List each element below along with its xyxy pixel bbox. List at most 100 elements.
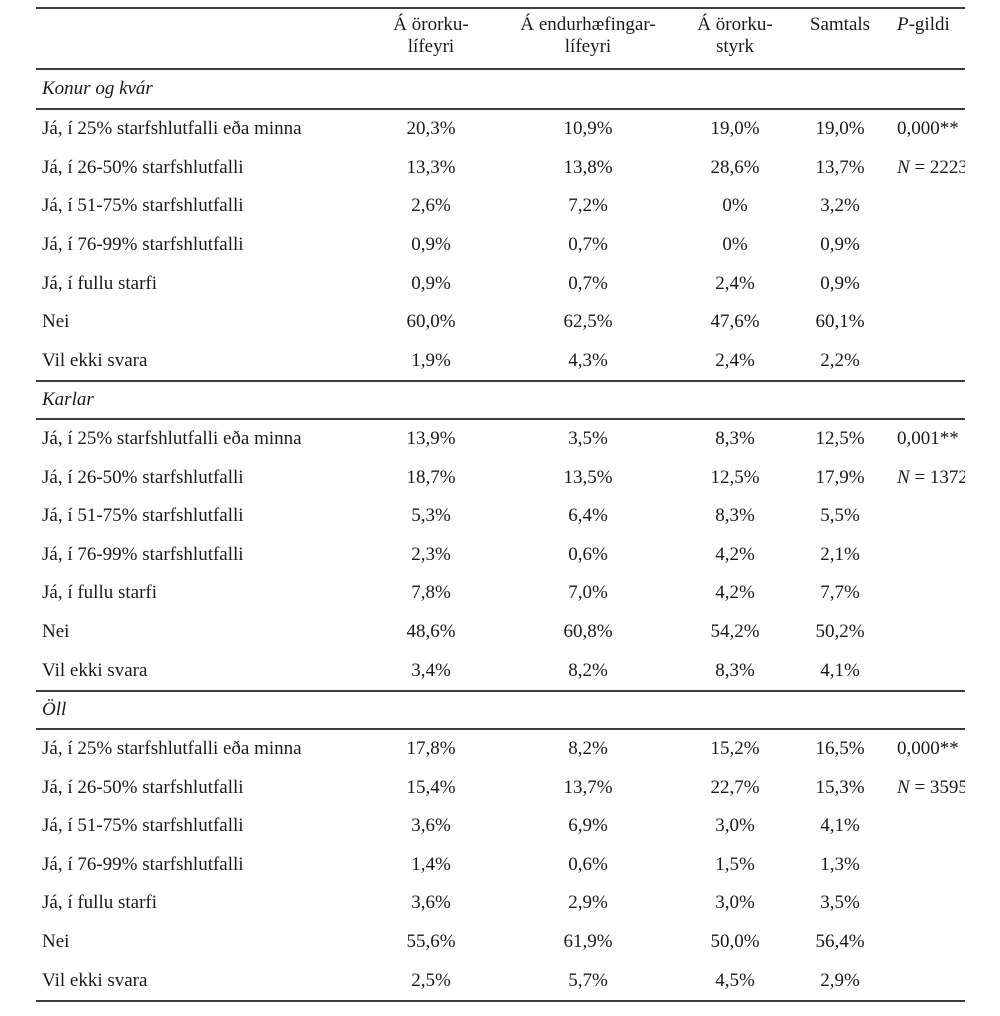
- table-row: Nei 55,6% 61,9% 50,0% 56,4%: [36, 923, 965, 962]
- cell-ororkustyrk: 3,0%: [715, 815, 755, 837]
- table-row: Vil ekki svara 3,4% 8,2% 8,3% 4,1%: [36, 651, 965, 690]
- cell-endurhaefingarlifeyri: 7,0%: [568, 582, 608, 604]
- row-label: Já, í fullu starfi: [42, 892, 158, 914]
- cell-ororkustyrk: 4,2%: [715, 543, 755, 565]
- column-header-line: Á örorku-: [697, 14, 773, 35]
- row-label: Já, í 51-75% starfshlutfalli: [42, 505, 244, 527]
- cell-ororkustyrk: 0%: [722, 233, 748, 255]
- cell-ororkulifeyri: 13,3%: [406, 156, 456, 178]
- cell-ororkustyrk: 2,4%: [715, 272, 755, 294]
- cell-ororkustyrk: 4,2%: [715, 582, 755, 604]
- cell-samtals: 4,1%: [820, 659, 860, 681]
- cell-pgildi: N = 2223: [897, 156, 965, 178]
- section-title: Öll: [36, 689, 965, 730]
- cell-endurhaefingarlifeyri: 6,9%: [568, 815, 608, 837]
- row-label: Vil ekki svara: [42, 349, 148, 371]
- cell-samtals: 12,5%: [815, 428, 865, 450]
- p-symbol: P: [897, 14, 909, 35]
- table-header-row: Á örorku- lífeyri Á endurhæfingar- lífey…: [36, 7, 965, 70]
- table-row: Já, í fullu starfi 3,6% 2,9% 3,0% 3,5%: [36, 884, 965, 923]
- column-header-line: Samtals: [809, 14, 871, 35]
- cell-endurhaefingarlifeyri: 8,2%: [568, 738, 608, 760]
- cell-endurhaefingarlifeyri: 0,7%: [568, 272, 608, 294]
- row-label: Já, í 25% starfshlutfalli eða minna: [42, 428, 302, 450]
- cell-ororkustyrk: 0%: [722, 195, 748, 217]
- table-row: Já, í 25% starfshlutfalli eða minna 20,3…: [36, 110, 965, 149]
- cell-ororkulifeyri: 17,8%: [406, 738, 456, 760]
- cell-endurhaefingarlifeyri: 61,9%: [563, 930, 613, 952]
- cell-samtals: 60,1%: [815, 311, 865, 333]
- table-row: Já, í 51-75% starfshlutfalli 3,6% 6,9% 3…: [36, 807, 965, 846]
- table-row: Nei 48,6% 60,8% 54,2% 50,2%: [36, 613, 965, 652]
- cell-endurhaefingarlifeyri: 3,5%: [568, 428, 608, 450]
- row-label: Nei: [42, 311, 70, 333]
- cell-ororkustyrk: 47,6%: [710, 311, 760, 333]
- table-row: Já, í 25% starfshlutfalli eða minna 17,8…: [36, 730, 965, 769]
- cell-ororkustyrk: 12,5%: [710, 466, 760, 488]
- cell-ororkulifeyri: 13,9%: [406, 428, 456, 450]
- cell-ororkustyrk: 4,5%: [715, 969, 755, 991]
- cell-endurhaefingarlifeyri: 13,8%: [563, 156, 613, 178]
- cell-endurhaefingarlifeyri: 4,3%: [568, 349, 608, 371]
- cell-endurhaefingarlifeyri: 60,8%: [563, 621, 613, 643]
- cell-endurhaefingarlifeyri: 0,6%: [568, 853, 608, 875]
- table-section: Konur og kvár Já, í 25% starfshlutfalli …: [36, 70, 965, 380]
- cell-pgildi: 0,000**: [897, 738, 959, 760]
- row-label: Já, í 25% starfshlutfalli eða minna: [42, 738, 302, 760]
- results-table: Á örorku- lífeyri Á endurhæfingar- lífey…: [36, 7, 965, 1002]
- section-rows: Já, í 25% starfshlutfalli eða minna 13,9…: [36, 420, 965, 690]
- section-rows: Já, í 25% starfshlutfalli eða minna 20,3…: [36, 110, 965, 380]
- cell-endurhaefingarlifeyri: 7,2%: [568, 195, 608, 217]
- cell-ororkulifeyri: 2,3%: [411, 543, 451, 565]
- row-label: Já, í 76-99% starfshlutfalli: [42, 543, 244, 565]
- cell-ororkustyrk: 19,0%: [710, 118, 760, 140]
- column-header-endurhaefingarlifeyri: Á endurhæfingar- lífeyri: [496, 14, 680, 57]
- table-row: Vil ekki svara 1,9% 4,3% 2,4% 2,2%: [36, 341, 965, 380]
- cell-ororkustyrk: 8,3%: [715, 428, 755, 450]
- section-title-label: Konur og kvár: [42, 78, 153, 99]
- table-row: Já, í fullu starfi 7,8% 7,0% 4,2% 7,7%: [36, 574, 965, 613]
- cell-ororkulifeyri: 7,8%: [411, 582, 451, 604]
- column-header-line: -gildi: [908, 14, 950, 35]
- cell-samtals: 0,9%: [820, 233, 860, 255]
- row-label: Nei: [42, 930, 70, 952]
- cell-endurhaefingarlifeyri: 5,7%: [568, 969, 608, 991]
- table-row: Já, í 26-50% starfshlutfalli 13,3% 13,8%…: [36, 149, 965, 188]
- cell-samtals: 1,3%: [820, 853, 860, 875]
- cell-endurhaefingarlifeyri: 0,6%: [568, 543, 608, 565]
- cell-samtals: 3,5%: [820, 892, 860, 914]
- cell-samtals: 0,9%: [820, 272, 860, 294]
- cell-ororkulifeyri: 0,9%: [411, 272, 451, 294]
- cell-samtals: 16,5%: [815, 738, 865, 760]
- column-header-line: lífeyri: [564, 35, 612, 57]
- cell-samtals: 2,9%: [820, 969, 860, 991]
- table-section: Öll Já, í 25% starfshlutfalli eða minna …: [36, 689, 965, 1002]
- cell-ororkulifeyri: 55,6%: [406, 930, 456, 952]
- cell-samtals: 50,2%: [815, 621, 865, 643]
- cell-samtals: 13,7%: [815, 156, 865, 178]
- cell-ororkulifeyri: 48,6%: [406, 621, 456, 643]
- cell-endurhaefingarlifeyri: 10,9%: [563, 118, 613, 140]
- cell-endurhaefingarlifeyri: 0,7%: [568, 233, 608, 255]
- cell-samtals: 7,7%: [820, 582, 860, 604]
- cell-ororkulifeyri: 20,3%: [406, 118, 456, 140]
- cell-ororkulifeyri: 3,6%: [411, 815, 451, 837]
- section-title-label: Öll: [42, 698, 67, 720]
- cell-ororkulifeyri: 1,9%: [411, 349, 451, 371]
- cell-samtals: 17,9%: [815, 466, 865, 488]
- table-body: Konur og kvár Já, í 25% starfshlutfalli …: [36, 70, 965, 1002]
- cell-ororkulifeyri: 15,4%: [406, 776, 456, 798]
- cell-samtals: 2,2%: [820, 349, 860, 371]
- cell-ororkustyrk: 28,6%: [710, 156, 760, 178]
- cell-ororkulifeyri: 3,6%: [411, 892, 451, 914]
- column-header-line: styrk: [716, 35, 754, 57]
- cell-endurhaefingarlifeyri: 13,5%: [563, 466, 613, 488]
- cell-pgildi: 0,000**: [897, 118, 959, 140]
- row-label: Vil ekki svara: [42, 969, 148, 991]
- cell-ororkulifeyri: 60,0%: [406, 311, 456, 333]
- row-label: Já, í 51-75% starfshlutfalli: [42, 815, 244, 837]
- section-rows: Já, í 25% starfshlutfalli eða minna 17,8…: [36, 730, 965, 1002]
- cell-pgildi: 0,001**: [897, 428, 959, 450]
- cell-ororkustyrk: 8,3%: [715, 505, 755, 527]
